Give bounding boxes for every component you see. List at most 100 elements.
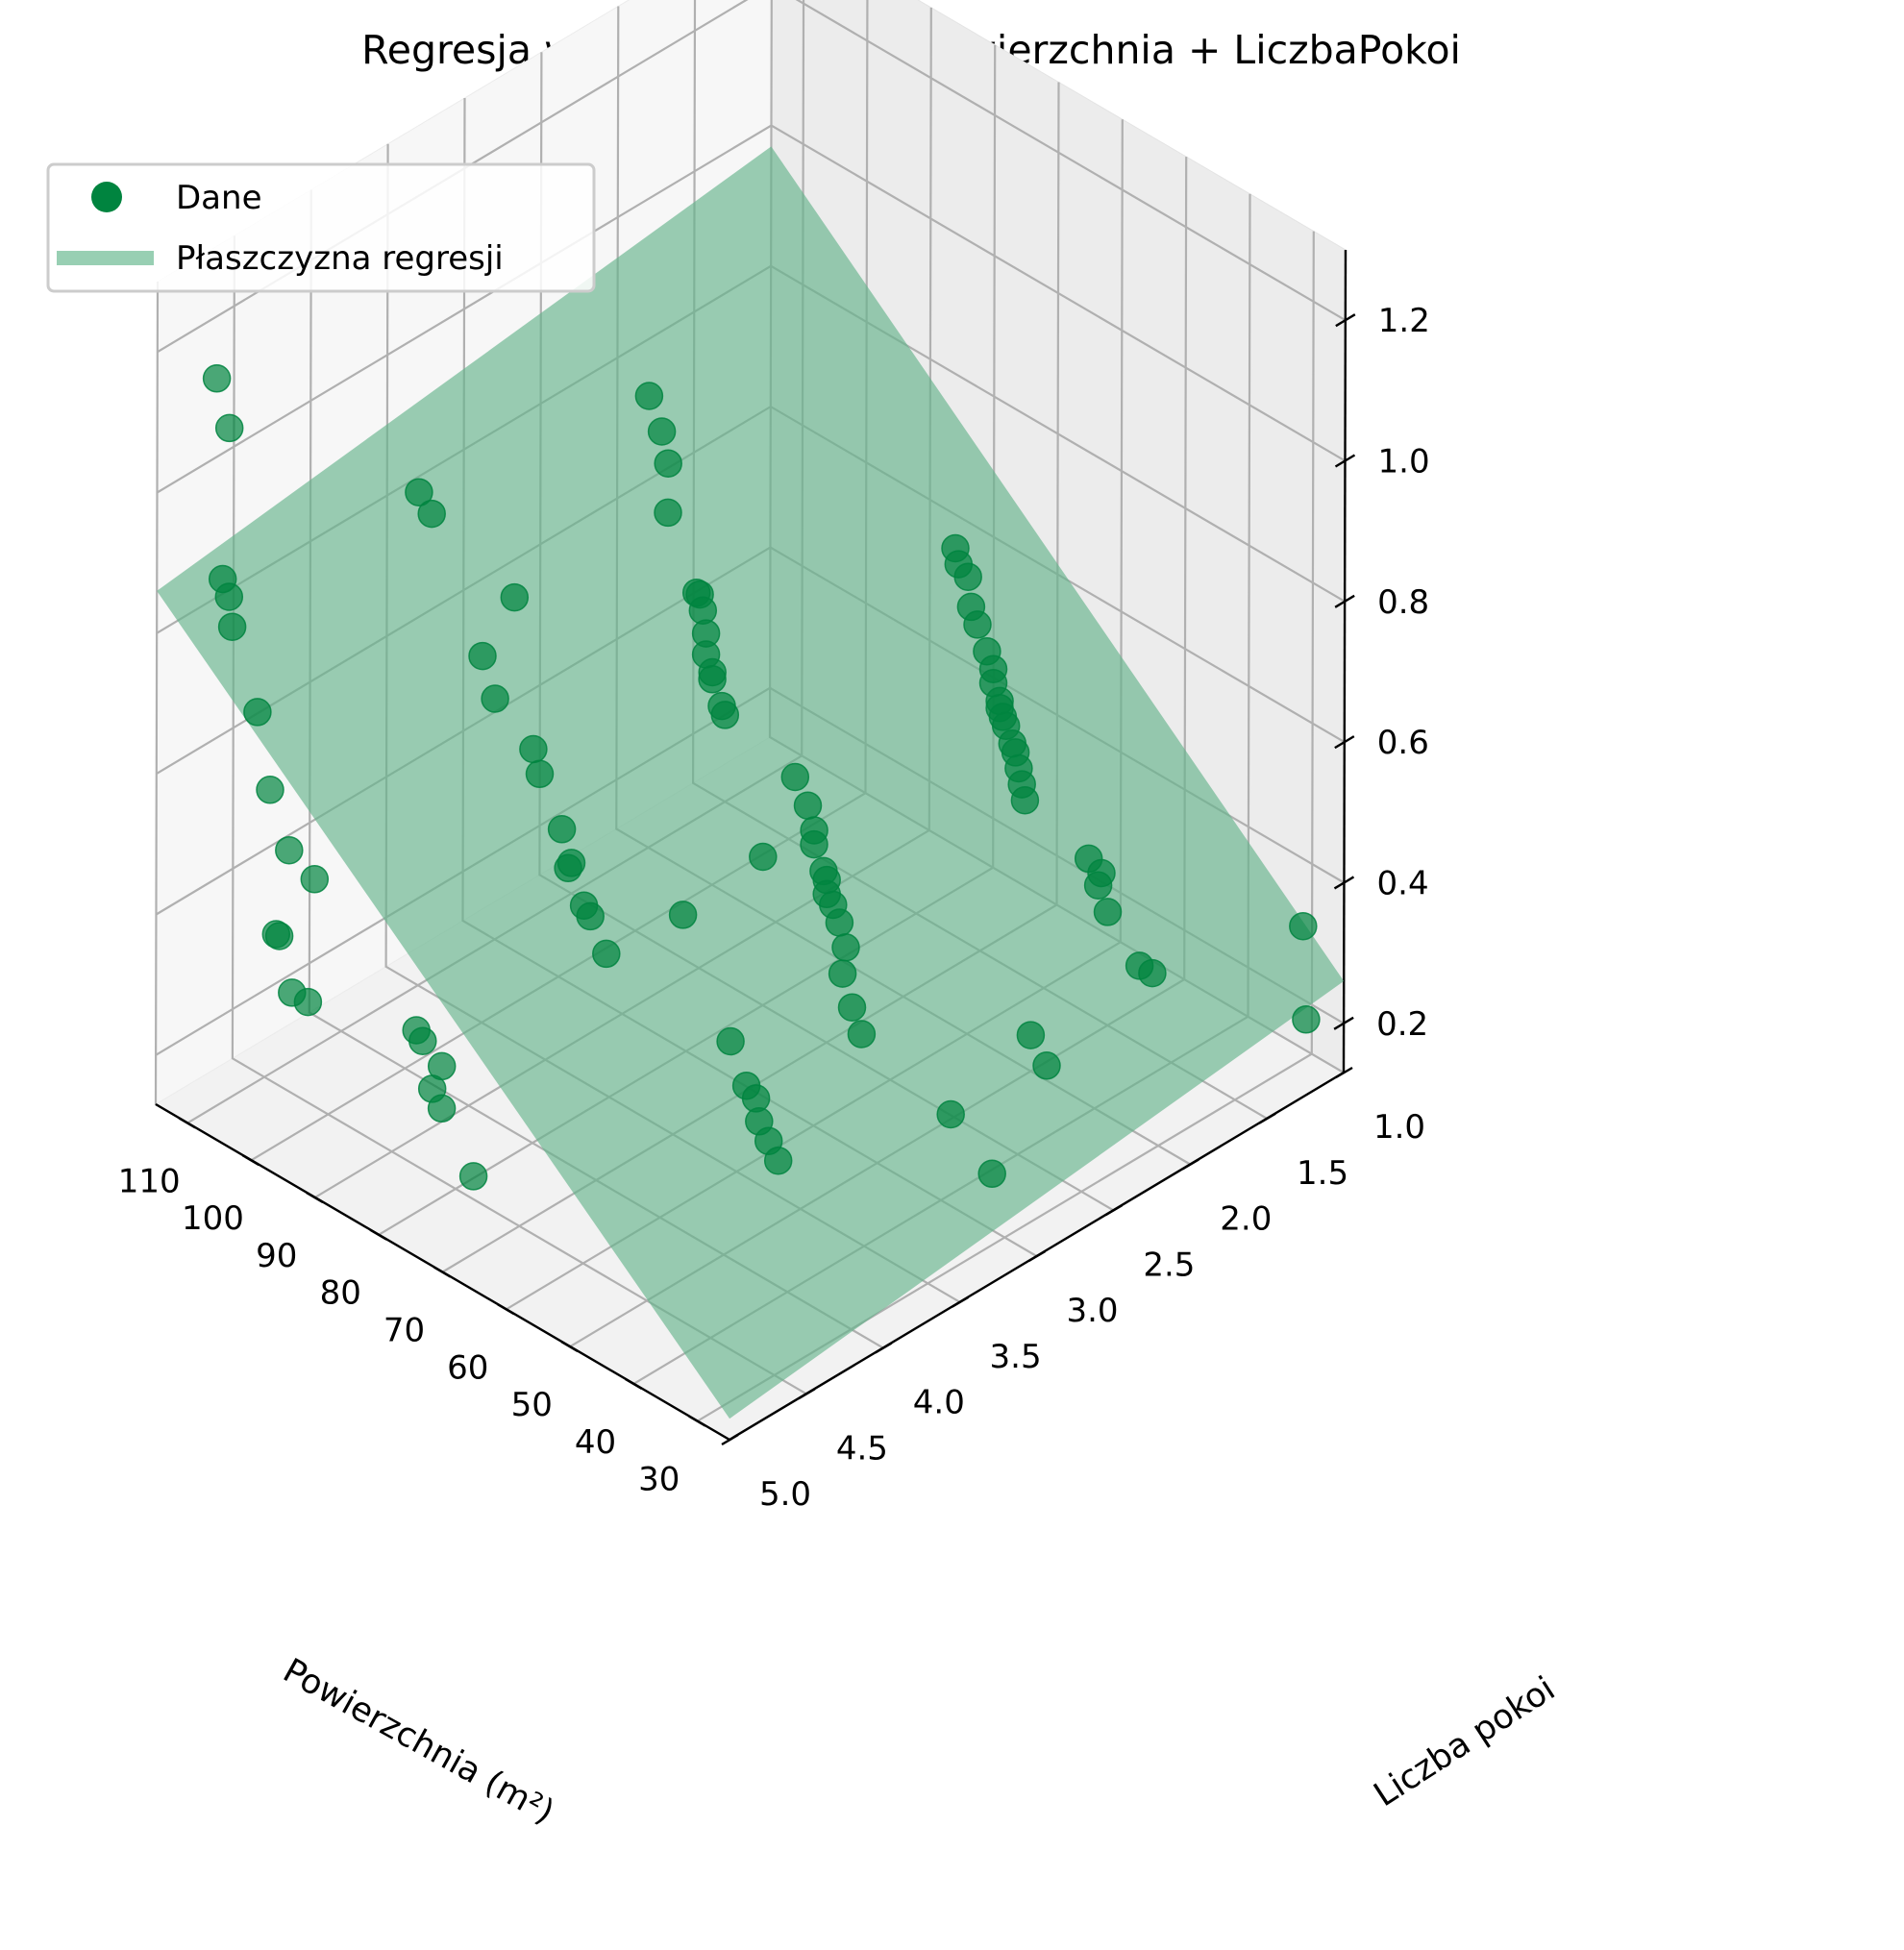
- data-point: [417, 499, 446, 529]
- data-point: [837, 993, 867, 1022]
- legend: Dane Płaszczyzna regresji: [46, 162, 596, 293]
- legend-label-dane: Dane: [176, 179, 261, 217]
- data-point: [800, 829, 828, 859]
- data-point: [468, 641, 497, 671]
- z-tick: [1335, 313, 1356, 328]
- data-point: [763, 1146, 793, 1175]
- x-tick-label: 60: [447, 1348, 488, 1387]
- y-tick-label: 1.0: [1373, 1108, 1425, 1147]
- z-tick: [1334, 454, 1356, 468]
- z-tick: [1334, 594, 1355, 608]
- data-point: [405, 478, 433, 506]
- x-tick-label: 110: [118, 1162, 181, 1200]
- data-point: [634, 382, 664, 410]
- y-tick-label: 1.5: [1297, 1154, 1348, 1193]
- data-point: [293, 987, 323, 1017]
- data-point: [427, 1051, 457, 1081]
- y-tick-label: 2.5: [1143, 1246, 1195, 1284]
- y-tick: [952, 1296, 970, 1308]
- data-point: [825, 908, 854, 937]
- data-point: [217, 612, 247, 641]
- data-point: [275, 835, 304, 865]
- y-tick: [1104, 1204, 1123, 1217]
- x-tick: [560, 1341, 579, 1353]
- legend-swatch-plane: [57, 251, 154, 265]
- data-point: [300, 865, 330, 894]
- z-tick-label: 0.6: [1377, 724, 1429, 762]
- y-tick: [1258, 1112, 1276, 1124]
- z-tick-label: 1.0: [1378, 443, 1430, 481]
- data-point: [458, 1162, 488, 1191]
- y-tick: [798, 1388, 816, 1400]
- x-tick-label: 70: [383, 1312, 425, 1350]
- data-point: [953, 562, 982, 591]
- z-tick-label: 0.4: [1377, 865, 1429, 903]
- plot-area: [157, 146, 1345, 1419]
- data-point: [1032, 1051, 1061, 1080]
- y-tick-label: 4.0: [913, 1384, 965, 1422]
- tick-marks: [178, 313, 1356, 1446]
- y-tick: [1181, 1158, 1199, 1171]
- z-tick: [1334, 735, 1355, 750]
- z-tick: [1333, 1016, 1354, 1030]
- regression-plane: [157, 146, 1345, 1419]
- data-point: [1010, 785, 1040, 815]
- data-point: [264, 922, 294, 950]
- data-point: [1289, 911, 1318, 941]
- data-point: [780, 762, 810, 792]
- data-point: [525, 759, 555, 789]
- x-tick: [497, 1303, 515, 1316]
- y-tick: [1335, 1066, 1353, 1079]
- data-point: [556, 849, 586, 877]
- data-point: [500, 582, 530, 612]
- x-tick: [306, 1191, 324, 1203]
- data-point: [519, 734, 548, 764]
- x-tick-label: 50: [511, 1386, 553, 1424]
- data-point: [847, 1020, 877, 1049]
- x-tick: [688, 1415, 706, 1427]
- data-point: [1016, 1021, 1046, 1049]
- y-tick-label: 3.0: [1066, 1292, 1118, 1330]
- z-axis-line: [1342, 249, 1348, 1074]
- x-tick: [624, 1377, 643, 1390]
- data-point: [481, 684, 509, 713]
- x-tick: [178, 1117, 196, 1129]
- data-point: [427, 1094, 457, 1123]
- x-tick-label: 80: [320, 1274, 361, 1313]
- data-point: [654, 498, 682, 528]
- data-point: [1138, 958, 1167, 988]
- x-axis-label: Powierzchnia (m²): [277, 1651, 560, 1832]
- legend-label-plane: Płaszczyzna regresji: [176, 239, 504, 278]
- x-tick-label: 90: [256, 1237, 297, 1275]
- grid-line-y: [231, 235, 807, 1395]
- y-tick-label: 2.0: [1220, 1200, 1272, 1239]
- data-point: [963, 610, 992, 639]
- y-tick: [1027, 1249, 1047, 1263]
- data-point: [936, 1099, 965, 1129]
- y-tick-label: 3.5: [990, 1338, 1042, 1376]
- data-point: [243, 698, 272, 727]
- data-point: [202, 364, 232, 393]
- y-axis-label: Liczba pokoi: [1368, 1669, 1562, 1814]
- x-tick-label: 100: [182, 1199, 244, 1238]
- x-tick-label: 40: [575, 1423, 616, 1462]
- x-tick-label: 30: [638, 1461, 680, 1499]
- y-tick-label: 5.0: [759, 1475, 811, 1514]
- data-point: [831, 933, 860, 962]
- data-point: [547, 815, 577, 844]
- x-tick: [369, 1228, 387, 1241]
- data-point: [1087, 858, 1116, 888]
- y-tick: [721, 1433, 739, 1446]
- data-point: [256, 776, 284, 804]
- data-point: [647, 417, 677, 446]
- x-tick: [241, 1154, 260, 1167]
- y-tick-label: 4.5: [836, 1429, 888, 1468]
- y-tick: [875, 1342, 893, 1354]
- grid-line-z: [156, 124, 1347, 494]
- data-point: [710, 701, 740, 729]
- data-point: [977, 1159, 1006, 1189]
- legend-frame: [46, 162, 596, 293]
- z-tick-label: 1.2: [1378, 302, 1430, 340]
